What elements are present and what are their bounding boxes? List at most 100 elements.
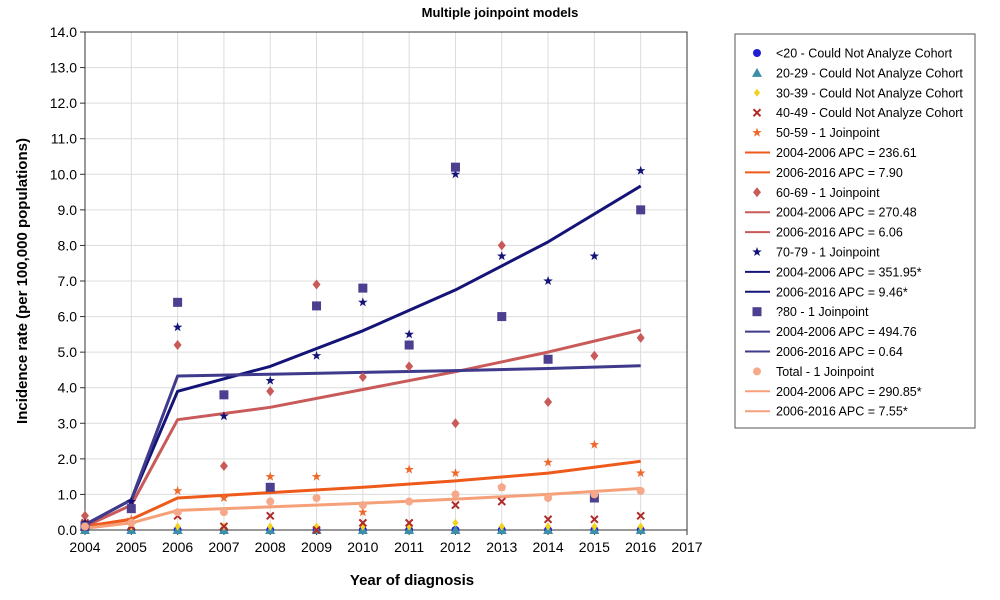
x-marker-stroke	[590, 515, 599, 524]
data-point	[127, 518, 136, 527]
legend-label: 70-79 - 1 Joinpoint	[776, 246, 880, 260]
data-point	[312, 493, 321, 502]
data-point	[590, 490, 599, 499]
legend-marker-swatch	[753, 49, 761, 57]
legend-box	[734, 33, 976, 429]
fitted-line	[84, 364, 641, 527]
legend-item: ?80 - 1 Joinpoint	[752, 305, 869, 319]
data-point	[312, 301, 322, 311]
data-point	[219, 493, 229, 502]
data-point	[174, 522, 181, 531]
data-point	[589, 251, 600, 261]
legend-item: 2004-2006 APC = 494.76	[745, 325, 917, 339]
data-point	[312, 279, 321, 290]
data-point	[126, 496, 137, 506]
data-point	[450, 169, 461, 179]
data-point	[219, 522, 229, 531]
x-marker-stroke	[219, 522, 229, 531]
legend-label: 2004-2006 APC = 351.95*	[776, 265, 922, 279]
x-tick-label: 2013	[486, 539, 517, 555]
data-point	[81, 522, 89, 531]
legend-marker-swatch	[752, 67, 762, 77]
x-tick-label: 2016	[625, 539, 656, 555]
data-point	[591, 522, 598, 531]
x-axis: 2004 2005 2006 2007 2008 2009 2010 2011 2012 2013…	[69, 530, 703, 555]
data-point	[404, 329, 414, 339]
legend-label: 40-49 - Could Not Analyze Cohort	[776, 106, 963, 120]
data-point	[497, 240, 506, 251]
legend-label: 2004-2006 APC = 236.61	[776, 146, 917, 160]
x-tick-label: 2007	[208, 539, 239, 555]
data-point	[497, 312, 507, 322]
x-marker-stroke	[752, 108, 762, 117]
x-marker-stroke	[312, 525, 321, 535]
legend-label: 2006-2016 APC = 9.46*	[776, 285, 908, 299]
data-point	[312, 525, 321, 535]
fitted-line	[84, 459, 641, 528]
legend-label: 20-29 - Could Not Analyze Cohort	[776, 66, 963, 80]
legend-item: 2006-2016 APC = 0.64	[745, 345, 903, 359]
y-tick-label: 5.0	[58, 344, 78, 360]
x-tick-label: 2006	[162, 539, 193, 555]
legend-label: 2004-2006 APC = 290.85*	[776, 385, 922, 399]
data-point	[358, 507, 368, 517]
data-point	[266, 511, 275, 520]
x-axis-title: Year of diagnosis	[350, 572, 474, 589]
y-tick-label: 4.0	[58, 380, 78, 396]
legend-item: 2004-2006 APC = 270.48	[745, 206, 917, 220]
data-point	[543, 457, 553, 467]
data-point	[405, 497, 414, 506]
data-point	[219, 460, 228, 471]
x-marker-stroke	[451, 500, 460, 510]
data-point	[451, 490, 460, 499]
legend-item: 2004-2006 APC = 351.95*	[745, 265, 922, 279]
y-tick-label: 11.0	[51, 131, 77, 147]
x-tick-label: 2012	[440, 539, 471, 555]
data-point	[589, 439, 600, 449]
legend-item: 60-69 - 1 Joinpoint	[753, 186, 880, 200]
data-point	[636, 332, 645, 343]
legend-item: 2006-2016 APC = 6.06	[745, 226, 903, 240]
y-axis: 0.0 1.0 2.0 3.0 4.0 5.0 6.0 7.0 8.0 9.0 10.0 11.0 12…	[50, 24, 85, 538]
grid	[84, 31, 688, 531]
legend-item: 40-49 - Could Not Analyze Cohort	[752, 106, 963, 120]
data-point	[545, 522, 552, 531]
legend-item: 2006-2016 APC = 9.46*	[745, 285, 908, 299]
legend-item: 70-79 - 1 Joinpoint	[752, 246, 880, 260]
x-tick-label: 2017	[671, 539, 702, 555]
data-point	[497, 483, 506, 492]
y-tick-label: 10.0	[50, 166, 77, 182]
x-tick-label: 2010	[347, 539, 378, 555]
data-points	[80, 162, 646, 535]
data-point	[635, 165, 646, 175]
y-axis-title: Incidence rate (per 100,000 populations)	[14, 138, 31, 424]
data-point	[266, 497, 275, 506]
legend-item: 2004-2006 APC = 290.85*	[745, 385, 922, 399]
legend-marker-swatch	[753, 367, 761, 376]
data-point	[358, 297, 368, 307]
data-point	[404, 464, 414, 474]
legend-item: 30-39 - Could Not Analyze Cohort	[754, 86, 963, 100]
x-tick-label: 2014	[532, 539, 563, 555]
fitted-line	[84, 486, 641, 530]
legend-marker-swatch	[752, 247, 762, 256]
chart-title: Multiple joinpoint models	[422, 5, 579, 20]
legend-label: 50-59 - 1 Joinpoint	[776, 126, 880, 140]
x-tick-label: 2011	[394, 539, 424, 555]
data-point	[543, 276, 553, 285]
data-point	[358, 283, 368, 293]
legend-label: Total - 1 Joinpoint	[776, 365, 875, 379]
data-point	[311, 350, 322, 360]
data-point	[451, 500, 460, 510]
data-point	[219, 508, 228, 517]
data-point	[590, 515, 599, 524]
legend-label: <20 - Could Not Analyze Cohort	[776, 47, 953, 61]
x-marker-stroke	[543, 515, 553, 524]
legend-item: <20 - Could Not Analyze Cohort	[753, 47, 953, 61]
y-tick-label: 1.0	[58, 486, 78, 502]
data-point	[173, 340, 182, 351]
legend-label: 2004-2006 APC = 270.48	[776, 206, 917, 220]
y-tick-label: 12.0	[50, 95, 77, 111]
data-point	[450, 525, 461, 534]
